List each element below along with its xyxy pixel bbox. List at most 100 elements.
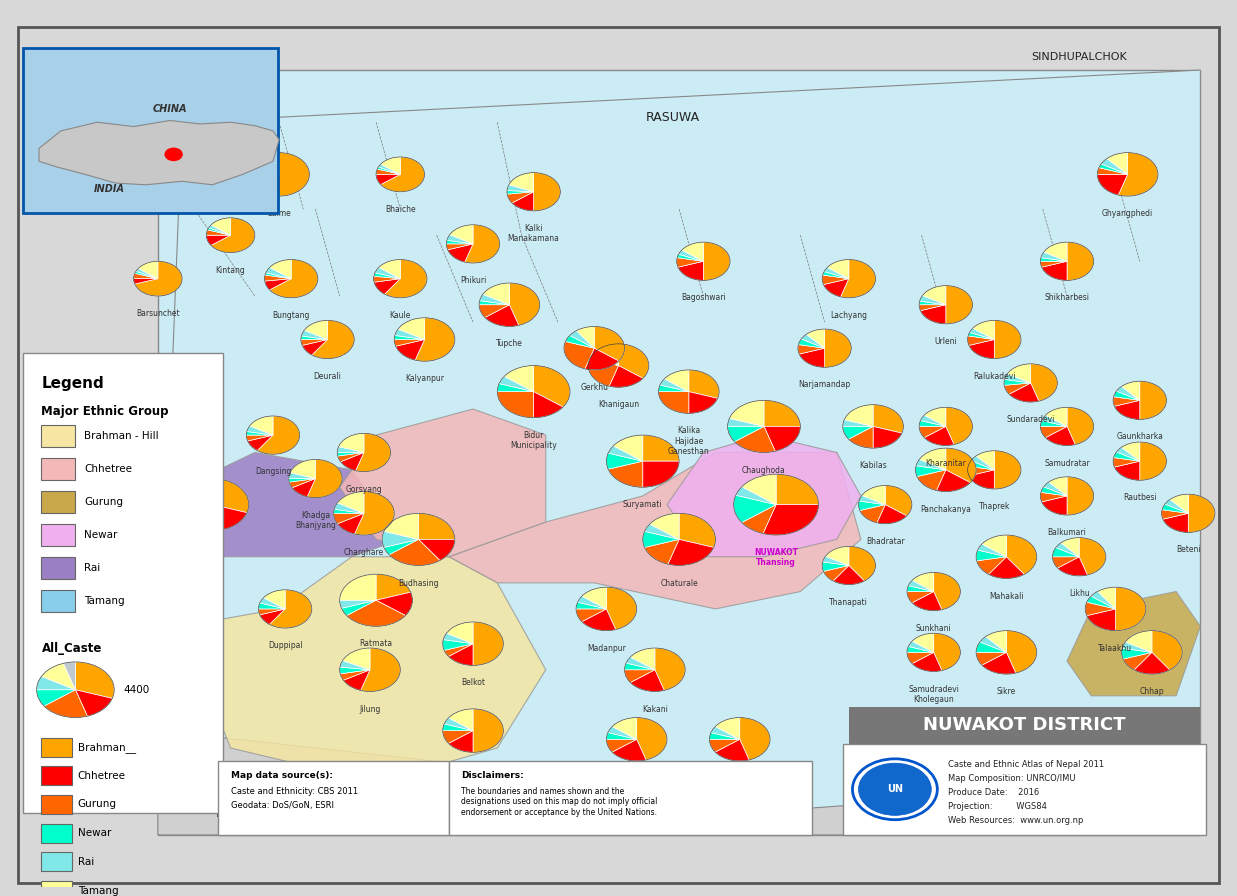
Polygon shape	[1115, 401, 1139, 419]
Polygon shape	[594, 348, 618, 366]
Polygon shape	[661, 379, 689, 392]
Polygon shape	[907, 591, 934, 603]
Text: Chhetree: Chhetree	[78, 771, 126, 780]
Polygon shape	[972, 321, 995, 340]
Polygon shape	[304, 321, 328, 340]
Polygon shape	[711, 727, 740, 739]
Polygon shape	[307, 460, 343, 497]
Polygon shape	[340, 670, 370, 680]
Text: Salme: Salme	[267, 209, 291, 218]
Polygon shape	[606, 453, 643, 470]
Text: Charghare: Charghare	[344, 548, 383, 557]
Polygon shape	[907, 652, 934, 664]
Polygon shape	[375, 267, 401, 279]
Polygon shape	[1113, 392, 1139, 401]
Text: Duppipal: Duppipal	[268, 641, 302, 650]
Text: Kabilas: Kabilas	[860, 461, 887, 470]
Text: Ratmata: Ratmata	[360, 640, 392, 649]
Polygon shape	[376, 592, 412, 616]
Polygon shape	[1115, 461, 1139, 480]
Polygon shape	[334, 503, 364, 513]
Text: SINDHUPALCHOK: SINDHUPALCHOK	[1032, 52, 1127, 62]
Polygon shape	[658, 392, 689, 413]
Text: INDIA: INDIA	[94, 184, 125, 194]
Polygon shape	[936, 470, 970, 492]
Polygon shape	[764, 401, 800, 426]
Text: Kharanitar: Kharanitar	[925, 459, 966, 468]
Polygon shape	[376, 175, 401, 185]
Polygon shape	[340, 667, 370, 674]
Polygon shape	[1068, 591, 1200, 696]
Polygon shape	[919, 420, 946, 426]
Polygon shape	[510, 283, 539, 325]
Polygon shape	[917, 460, 946, 470]
Polygon shape	[934, 573, 960, 609]
Polygon shape	[167, 386, 194, 392]
Polygon shape	[169, 381, 194, 392]
Polygon shape	[842, 426, 873, 439]
Polygon shape	[873, 405, 903, 433]
Text: Produce Date:    2016: Produce Date: 2016	[949, 788, 1039, 797]
Polygon shape	[376, 169, 401, 175]
Polygon shape	[664, 370, 689, 392]
Polygon shape	[946, 286, 972, 323]
Polygon shape	[612, 739, 646, 761]
Text: Narjamandap: Narjamandap	[798, 380, 851, 390]
Polygon shape	[858, 501, 886, 511]
Polygon shape	[480, 294, 510, 305]
Polygon shape	[1040, 420, 1068, 426]
Polygon shape	[668, 539, 714, 565]
Polygon shape	[823, 562, 849, 572]
Polygon shape	[259, 603, 285, 609]
Text: Deurali: Deurali	[314, 372, 341, 381]
Text: Bhadratar: Bhadratar	[866, 537, 904, 546]
Polygon shape	[374, 279, 401, 294]
Polygon shape	[919, 305, 946, 311]
Polygon shape	[1085, 602, 1116, 616]
Polygon shape	[679, 250, 704, 262]
Polygon shape	[212, 218, 230, 235]
Text: Beteni: Beteni	[1176, 546, 1201, 555]
Polygon shape	[37, 690, 75, 706]
Polygon shape	[677, 254, 704, 262]
Polygon shape	[658, 385, 689, 392]
Polygon shape	[270, 260, 291, 279]
Polygon shape	[740, 718, 769, 760]
Polygon shape	[654, 648, 685, 691]
Polygon shape	[266, 267, 291, 279]
Polygon shape	[1007, 364, 1030, 383]
Polygon shape	[1098, 164, 1128, 175]
Polygon shape	[334, 509, 364, 513]
Polygon shape	[764, 426, 800, 452]
Polygon shape	[1113, 458, 1139, 467]
Polygon shape	[971, 456, 995, 470]
Polygon shape	[340, 409, 546, 556]
Polygon shape	[1061, 538, 1079, 556]
Text: Mahakali: Mahakali	[990, 591, 1024, 600]
Polygon shape	[969, 461, 995, 470]
Polygon shape	[576, 602, 606, 609]
Text: Panchakanya: Panchakanya	[920, 504, 971, 513]
Text: Bagoshwari: Bagoshwari	[682, 293, 726, 303]
Text: Kalyanpur: Kalyanpur	[404, 375, 444, 383]
Polygon shape	[183, 504, 224, 530]
Polygon shape	[158, 730, 473, 835]
Text: Caste and Ethnic Atlas of Nepal 2011: Caste and Ethnic Atlas of Nepal 2011	[949, 760, 1105, 769]
Polygon shape	[715, 718, 740, 739]
Polygon shape	[173, 373, 221, 410]
Polygon shape	[505, 366, 533, 392]
Polygon shape	[594, 326, 625, 361]
Polygon shape	[763, 504, 819, 535]
Polygon shape	[849, 547, 876, 581]
Polygon shape	[849, 426, 873, 448]
Polygon shape	[609, 461, 643, 487]
Polygon shape	[379, 164, 401, 175]
Polygon shape	[383, 513, 418, 539]
FancyBboxPatch shape	[42, 425, 75, 447]
Polygon shape	[398, 318, 424, 340]
Polygon shape	[75, 690, 113, 716]
Polygon shape	[1004, 374, 1030, 383]
FancyBboxPatch shape	[849, 707, 1200, 744]
Polygon shape	[631, 670, 664, 692]
Text: All_Caste: All_Caste	[42, 642, 101, 655]
